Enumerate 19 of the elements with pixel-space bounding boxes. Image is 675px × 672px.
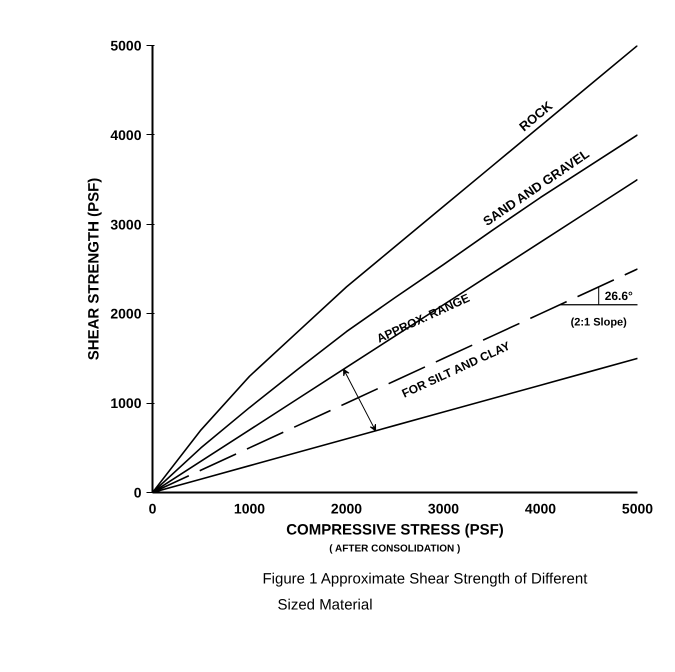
text: ( AFTER CONSOLIDATION ) [329, 544, 460, 554]
x-tick-label: 0 [148, 500, 157, 516]
y-axis-title: SHEAR STRENGTH (PSF) [85, 178, 102, 360]
y-tick-label: 4000 [110, 126, 142, 143]
x-tick-label: 5000 [622, 500, 654, 516]
annotation: (2:1 Slope) [570, 316, 628, 329]
x-tick-label: 3000 [428, 500, 460, 516]
annotation: FOR SILT AND CLAY [400, 338, 512, 401]
y-tick-label: 1000 [110, 395, 142, 412]
x-axis-title: COMPRESSIVE STRESS (PSF) [286, 522, 504, 538]
annotation: 26.6° [604, 288, 634, 303]
x-tick-label: 1000 [234, 500, 266, 516]
y-tick-label: 5000 [110, 38, 142, 54]
text: Figure 1 Approximate Shear Strength of Different Sized Material [262, 570, 588, 614]
y-tick-label: 0 [134, 484, 142, 500]
x-tick-label: 4000 [524, 500, 556, 516]
x-tick-label: 2000 [330, 500, 362, 516]
y-tick-label: 3000 [110, 216, 142, 232]
y-tick-label: 2000 [110, 306, 142, 322]
